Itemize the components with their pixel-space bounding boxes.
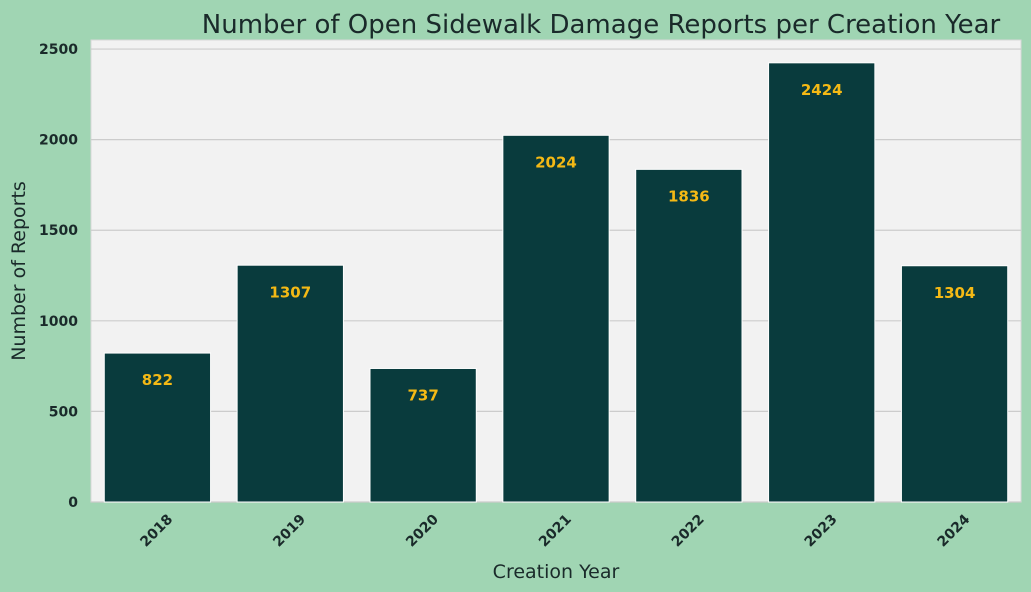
data-label-2022: 1836	[668, 188, 710, 206]
data-label-2020: 737	[407, 387, 438, 405]
x-tick-label-2022: 2022	[669, 512, 708, 551]
data-label-2021: 2024	[535, 153, 577, 171]
x-axis-ticks: 2018 2019 2020 2021 2022 2023 2024	[137, 511, 973, 550]
x-tick-label-2021: 2021	[536, 512, 575, 551]
x-tick-label-2024: 2024	[935, 511, 974, 550]
bar-2021	[502, 134, 610, 503]
y-tick-label: 2500	[39, 42, 78, 58]
data-label-2019: 1307	[269, 283, 311, 301]
y-tick-label: 500	[49, 404, 78, 420]
bar-2019	[236, 264, 344, 503]
x-tick-label-2023: 2023	[802, 512, 841, 551]
y-tick-label: 1500	[39, 223, 78, 239]
bar-2018	[103, 352, 212, 503]
y-tick-label: 2000	[39, 133, 78, 149]
x-tick-label-2019: 2019	[270, 512, 309, 551]
y-axis-ticks: 0 500 1000 1500 2000 2500	[39, 42, 78, 511]
bars	[103, 62, 1009, 503]
bar-2022	[635, 168, 743, 503]
x-tick-label-2020: 2020	[403, 511, 442, 550]
y-axis-label: Number of Reports	[8, 181, 30, 361]
x-axis-label: Creation Year	[493, 561, 620, 583]
bar-2023	[768, 62, 876, 503]
x-tick-label-2018: 2018	[137, 512, 176, 551]
data-label-2018: 822	[142, 371, 173, 389]
data-labels: 822 1307 737 2024 1836 2424 1304	[142, 81, 976, 405]
chart-title: Number of Open Sidewalk Damage Reports p…	[202, 10, 1001, 40]
data-label-2024: 1304	[934, 284, 976, 302]
bar-2024	[900, 265, 1009, 503]
data-label-2023: 2424	[801, 81, 843, 99]
y-tick-label: 0	[68, 495, 78, 511]
bar-2020	[369, 367, 477, 503]
y-tick-label: 1000	[39, 314, 78, 330]
